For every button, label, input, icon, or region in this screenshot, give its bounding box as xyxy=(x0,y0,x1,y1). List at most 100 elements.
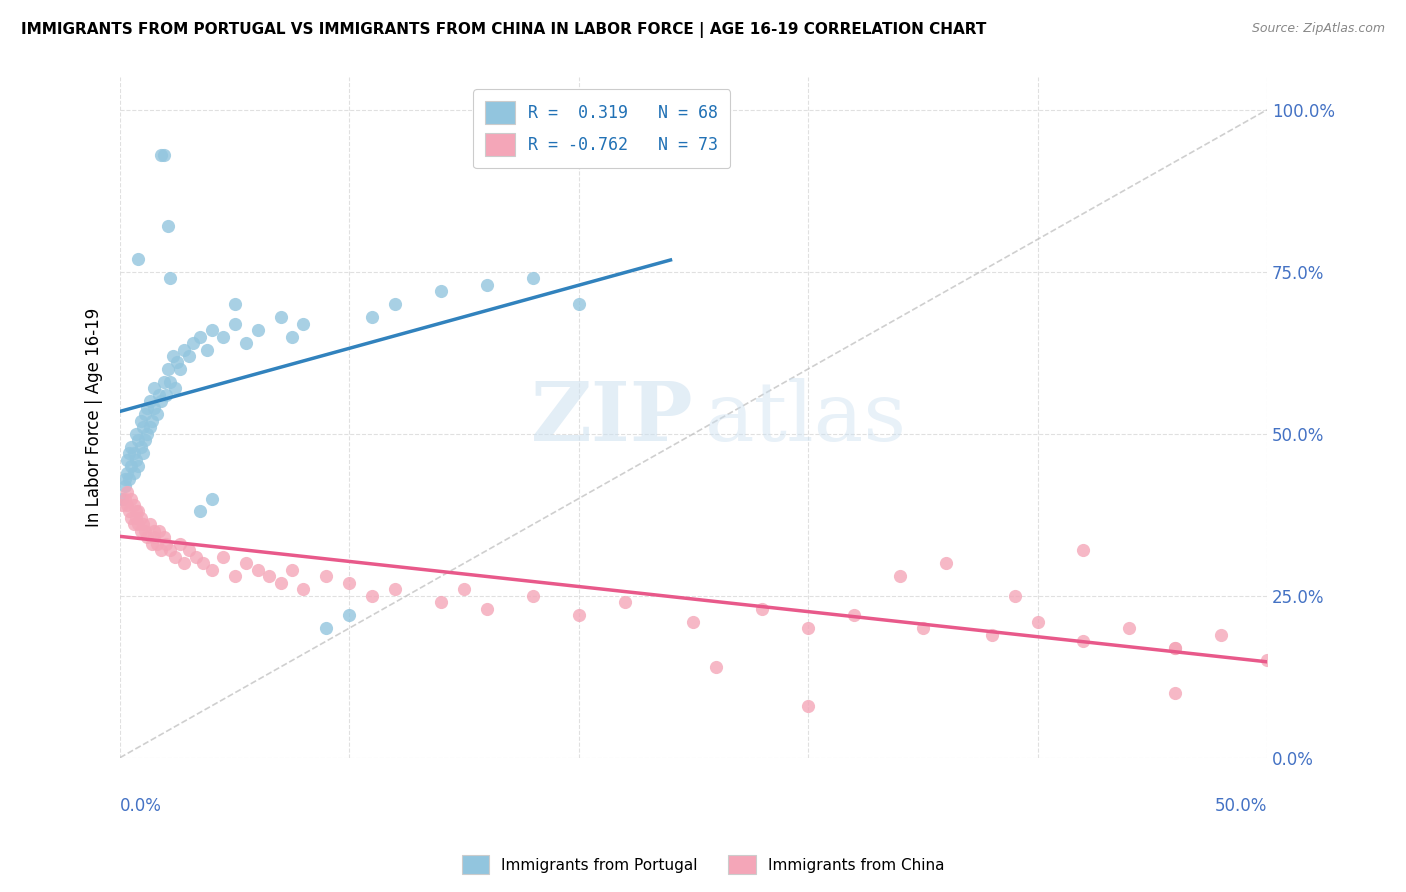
Point xyxy=(980,627,1002,641)
Point xyxy=(125,452,148,467)
Point xyxy=(1073,543,1095,558)
Point xyxy=(162,349,184,363)
Point xyxy=(797,621,820,635)
Point xyxy=(127,434,149,448)
Point xyxy=(127,459,149,474)
Point xyxy=(118,446,141,460)
Point xyxy=(152,530,174,544)
Point xyxy=(115,452,138,467)
Point xyxy=(224,297,246,311)
Point xyxy=(132,517,155,532)
Point xyxy=(797,698,820,713)
Point xyxy=(1164,640,1187,655)
Point xyxy=(136,401,159,415)
Point xyxy=(157,219,180,234)
Point xyxy=(177,543,200,558)
Point xyxy=(1004,589,1026,603)
Point xyxy=(114,472,136,486)
Point xyxy=(270,310,292,325)
Point xyxy=(114,491,136,506)
Point xyxy=(235,557,257,571)
Point xyxy=(568,608,591,623)
Point xyxy=(122,517,145,532)
Point xyxy=(127,504,149,518)
Point xyxy=(522,271,544,285)
Point xyxy=(152,375,174,389)
Point xyxy=(453,582,475,597)
Point xyxy=(246,323,269,337)
Point xyxy=(129,414,152,428)
Point xyxy=(292,317,315,331)
Point xyxy=(115,498,138,512)
Point xyxy=(157,362,180,376)
Y-axis label: In Labor Force | Age 16-19: In Labor Force | Age 16-19 xyxy=(86,308,103,527)
Point xyxy=(522,589,544,603)
Point xyxy=(173,343,195,357)
Point xyxy=(115,485,138,500)
Point xyxy=(122,446,145,460)
Point xyxy=(150,148,173,162)
Point xyxy=(143,530,166,544)
Point xyxy=(159,543,181,558)
Legend: R =  0.319   N = 68, R = -0.762   N = 73: R = 0.319 N = 68, R = -0.762 N = 73 xyxy=(474,89,730,168)
Point xyxy=(152,148,174,162)
Point xyxy=(136,530,159,544)
Point xyxy=(139,420,162,434)
Point xyxy=(475,601,498,615)
Point xyxy=(120,491,142,506)
Point xyxy=(143,401,166,415)
Point xyxy=(706,660,728,674)
Point xyxy=(127,252,149,266)
Point xyxy=(150,543,173,558)
Point xyxy=(136,426,159,441)
Point xyxy=(111,498,134,512)
Point xyxy=(201,323,224,337)
Point xyxy=(224,317,246,331)
Point xyxy=(127,517,149,532)
Point xyxy=(184,549,207,564)
Legend: Immigrants from Portugal, Immigrants from China: Immigrants from Portugal, Immigrants fro… xyxy=(456,849,950,880)
Point xyxy=(120,440,142,454)
Point xyxy=(337,608,360,623)
Point xyxy=(315,621,337,635)
Point xyxy=(145,537,167,551)
Point xyxy=(246,563,269,577)
Point xyxy=(118,472,141,486)
Point xyxy=(889,569,911,583)
Point xyxy=(682,615,704,629)
Point xyxy=(315,569,337,583)
Point xyxy=(1026,615,1049,629)
Point xyxy=(201,563,224,577)
Point xyxy=(1073,634,1095,648)
Point xyxy=(143,381,166,395)
Point xyxy=(132,420,155,434)
Point xyxy=(122,498,145,512)
Point xyxy=(134,407,156,421)
Point xyxy=(150,394,173,409)
Point xyxy=(188,329,211,343)
Point xyxy=(911,621,934,635)
Point xyxy=(935,557,957,571)
Point xyxy=(155,537,177,551)
Point xyxy=(1118,621,1140,635)
Point xyxy=(143,524,166,538)
Point xyxy=(169,362,191,376)
Point xyxy=(361,589,384,603)
Point xyxy=(195,343,218,357)
Point xyxy=(141,537,163,551)
Point xyxy=(224,569,246,583)
Point xyxy=(613,595,636,609)
Point xyxy=(384,582,406,597)
Point xyxy=(159,375,181,389)
Point xyxy=(235,336,257,351)
Point xyxy=(148,388,170,402)
Point xyxy=(129,440,152,454)
Point xyxy=(361,310,384,325)
Point xyxy=(183,336,205,351)
Point xyxy=(125,511,148,525)
Text: ZIP: ZIP xyxy=(531,377,693,458)
Point xyxy=(337,575,360,590)
Point xyxy=(842,608,865,623)
Point xyxy=(114,478,136,492)
Point xyxy=(270,575,292,590)
